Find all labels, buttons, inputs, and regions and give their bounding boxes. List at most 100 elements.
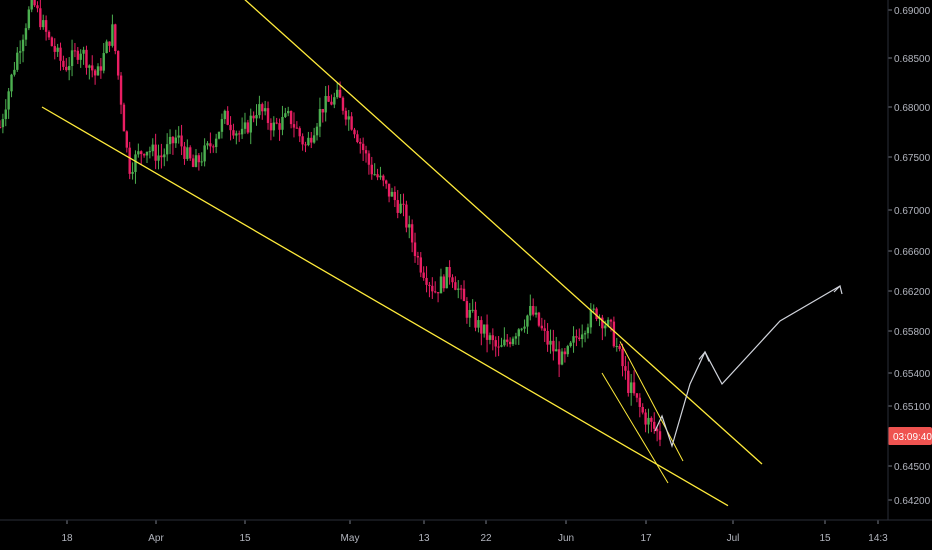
price-tick-label: 0.64200 — [894, 496, 931, 507]
candle-body — [350, 116, 353, 130]
candle-body — [344, 110, 348, 120]
candle-body — [47, 31, 51, 38]
candle-body — [263, 108, 267, 112]
candle-body — [457, 288, 460, 290]
candle-body — [214, 138, 218, 148]
candle-body — [243, 122, 247, 129]
candle-body — [618, 346, 621, 349]
candle-body — [287, 110, 290, 114]
time-tick-label: Jul — [727, 533, 740, 544]
candle-body — [88, 65, 91, 68]
candle-body — [206, 143, 209, 146]
candle-body — [647, 417, 650, 425]
candle-body — [589, 309, 593, 328]
candle-body — [503, 339, 506, 346]
candle-body — [284, 113, 287, 117]
candle-body — [537, 312, 541, 326]
time-tick-label: Jun — [558, 533, 574, 544]
candle-body — [278, 123, 281, 130]
time-tick-label: 13 — [418, 533, 430, 544]
candle-body — [488, 335, 492, 340]
candle-body — [549, 340, 552, 345]
candle-body — [592, 308, 595, 310]
price-axis: 0.69000 0.68500 0.68000 0.67500 0.67000 0.666… — [888, 6, 931, 507]
candle-body — [586, 327, 590, 334]
candle-body — [67, 66, 71, 71]
candle-body — [212, 146, 215, 148]
candle-body — [186, 147, 189, 159]
price-tick-label: 0.66600 — [894, 247, 931, 258]
candle-body — [627, 370, 630, 393]
candle-body — [165, 144, 169, 155]
candle-body — [209, 143, 212, 147]
candle-body — [387, 183, 391, 197]
candle-body — [171, 136, 175, 144]
candle-body — [367, 153, 371, 165]
candle-body — [356, 134, 359, 143]
candle-body — [474, 309, 477, 328]
candle-body — [405, 204, 408, 228]
candle-body — [491, 335, 495, 341]
upper-channel-line — [244, 0, 763, 465]
candle-body — [333, 97, 336, 105]
candle-body — [108, 41, 111, 46]
time-axis: 18 Apr 15 May 13 22 Jun 17 Jul 15 14:3 — [61, 520, 888, 544]
candle-body — [534, 312, 538, 315]
candle-body — [471, 309, 474, 311]
candle-body — [114, 24, 117, 52]
candle-body — [563, 351, 567, 355]
candle-body — [336, 89, 339, 98]
candle-body — [16, 52, 19, 70]
price-tick-label: 0.68000 — [894, 103, 931, 114]
candle-body — [341, 97, 345, 111]
candle-body — [560, 351, 564, 365]
candle-body — [62, 60, 65, 67]
candle-body — [217, 131, 221, 139]
candle-body — [615, 346, 618, 348]
candle-body — [266, 108, 270, 123]
candle-body — [295, 127, 299, 129]
candle-body — [272, 122, 275, 131]
candle-body — [433, 291, 437, 293]
candle-body — [292, 124, 296, 128]
candle-body — [580, 334, 584, 340]
candle-body — [163, 154, 166, 158]
candle-body — [125, 131, 129, 148]
candle-body — [526, 315, 529, 327]
candle-body — [376, 174, 379, 178]
wedge-upper-line — [619, 341, 684, 462]
candle-body — [477, 320, 480, 328]
candle-body — [304, 144, 307, 146]
candle-body — [595, 308, 598, 319]
candle-body — [310, 137, 313, 143]
candle-body — [448, 267, 451, 278]
candle-body — [298, 128, 301, 137]
price-tick-label: 0.69000 — [894, 6, 931, 17]
time-tick-label: May — [341, 533, 360, 544]
candle-body — [508, 341, 512, 345]
candle-body — [0, 127, 2, 128]
candle-body — [529, 306, 532, 316]
candle-body — [119, 75, 123, 105]
time-tick-label: Apr — [148, 533, 164, 544]
candle-body — [289, 110, 293, 125]
candle-body — [330, 101, 333, 105]
candle-body — [223, 110, 227, 120]
candle-body — [439, 276, 443, 294]
candle-body — [514, 336, 518, 339]
candle-body — [281, 116, 284, 130]
candle-body — [327, 96, 330, 102]
candle-body — [131, 171, 134, 174]
candle-body — [578, 337, 581, 340]
candle-body — [653, 421, 656, 429]
time-tick-label: 15 — [239, 533, 251, 544]
candle-body — [408, 224, 411, 228]
candle-body — [379, 175, 382, 178]
candle-body — [160, 155, 163, 158]
candle-body — [638, 397, 642, 407]
price-tick-label: 0.68500 — [894, 54, 931, 65]
candle-body — [436, 292, 440, 294]
candle-body — [226, 110, 229, 125]
